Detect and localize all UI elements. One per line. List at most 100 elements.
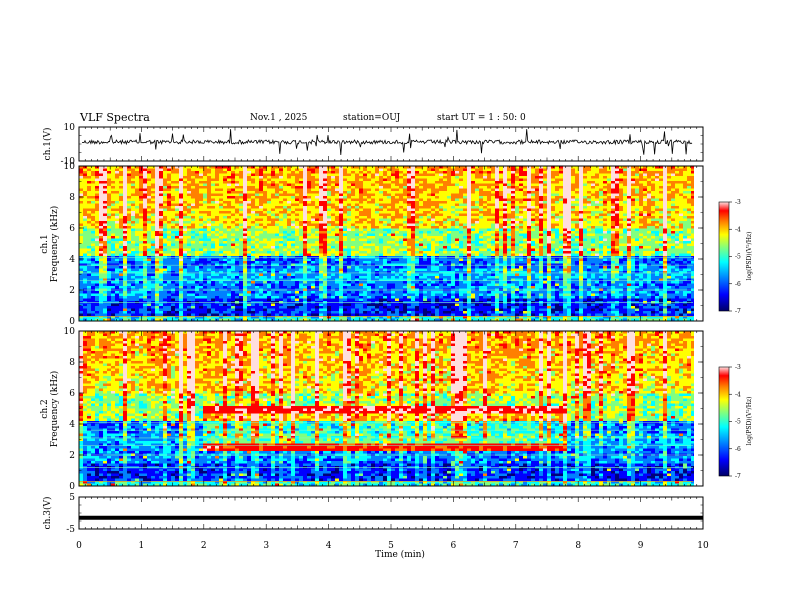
spectrogram-cell [531,213,536,217]
spectrogram-cell [223,196,228,199]
spectrogram-cell [415,226,420,229]
spectrogram-cell [583,198,588,202]
spectrogram-cell [395,186,400,189]
spectrogram-cell [187,208,192,212]
spectrogram-cell [439,191,444,194]
spectrogram-cell [135,208,140,212]
spectrogram-cell [219,203,224,207]
spectrogram-cell [287,183,292,187]
spectrogram-cell [127,181,132,184]
spectrogram-cell [555,171,560,174]
spectrogram-cell [219,213,224,217]
spectrogram-cell [327,206,332,209]
spectrogram-cell [123,186,128,189]
spectrogram-cell [527,173,532,177]
spectrogram-cell [587,191,592,194]
spectrogram-cell [547,198,552,202]
spectrogram-cell [527,226,532,229]
spectrogram-cell [355,228,360,232]
spectrogram-cell [79,223,84,227]
spectrogram-cell [411,216,416,219]
spectrogram-cell [623,228,628,232]
spectrogram-cell [207,238,212,242]
spectrogram-cell [527,221,532,224]
spectrogram-cell [243,223,248,227]
spectrogram-cell [343,171,348,174]
spectrogram-cell [391,208,396,212]
spectrogram-cell [463,188,468,192]
spectrogram-cell [291,188,296,192]
spectrogram-cell [687,218,692,222]
spectrogram-cell [195,241,200,244]
spectrogram-cell [87,226,92,229]
spectrogram-cell [187,181,192,184]
spectrogram-cell [107,188,112,192]
spectrogram-cell [587,203,592,207]
spectrogram-cell [263,213,268,217]
spectrogram-cell [339,173,344,177]
spectrogram-cell [339,241,344,244]
spectrogram-cell [663,228,668,232]
spectrogram-cell [151,183,156,187]
spectrogram-cell [271,208,276,212]
spectrogram-cell [571,173,576,177]
spectrogram-cell [435,206,440,209]
spectrogram-cell [631,208,636,212]
spectrogram-cell [263,218,268,222]
spectrogram-cell [443,198,448,202]
spectrogram-cell [647,166,652,169]
spectrogram-cell [651,196,656,199]
spectrogram-cell [683,211,688,214]
spectrogram-cell [359,183,364,187]
spectrogram-cell [159,178,164,182]
spectrogram-cell [503,171,508,174]
spectrogram-cell [299,226,304,229]
spectrogram-cell [391,241,396,244]
spectrogram-cell [103,191,108,194]
spectrogram-cell [187,213,192,217]
spectrogram-cell [595,231,600,234]
spectrogram-cell [255,221,260,224]
spectrogram-cell [643,196,648,199]
spectrogram-cell [211,193,216,197]
spectrogram-cell [195,168,200,172]
spectrogram-cell [199,196,204,199]
spectrogram-cell [443,236,448,239]
spectrogram-cell [571,218,576,222]
spectrogram-cell [167,218,172,222]
spectrogram-cell [407,226,412,229]
spectrogram-cell [347,168,352,172]
spectrogram-cell [151,211,156,214]
spectrogram-cell [155,173,160,177]
spectrogram-cell [235,218,240,222]
spectrogram-cell [435,171,440,174]
spectrogram-cell [599,168,604,172]
spectrogram-cell [535,198,540,202]
spectrogram-cell [259,216,264,219]
spectrogram-cell [503,166,508,169]
spectrogram-cell [419,181,424,184]
spectrogram-cell [219,226,224,229]
spectrogram-cell [647,208,652,212]
spectrogram-cell [163,171,168,174]
spectrogram-cell [459,231,464,234]
spectrogram-cell [175,211,180,214]
spectrogram-cell [391,216,396,219]
spectrogram-cell [247,208,252,212]
spectrogram-cell [211,186,216,189]
spectrogram-cell [671,233,676,237]
spectrogram-cell [339,223,344,227]
spectrogram-cell [103,231,108,234]
spectrogram-cell [475,238,480,242]
spectrogram-cell [95,168,100,172]
spectrogram-cell [371,233,376,237]
spectrogram-cell [383,201,388,204]
spectrogram-cell [123,171,128,174]
spectrogram-cell [343,241,348,244]
spectrogram-cell [435,228,440,232]
spectrogram-cell [571,238,576,242]
spectrogram-cell [191,183,196,187]
spectrogram-cell [487,186,492,189]
spectrogram-cell [459,178,464,182]
spectrogram-cell [571,171,576,174]
